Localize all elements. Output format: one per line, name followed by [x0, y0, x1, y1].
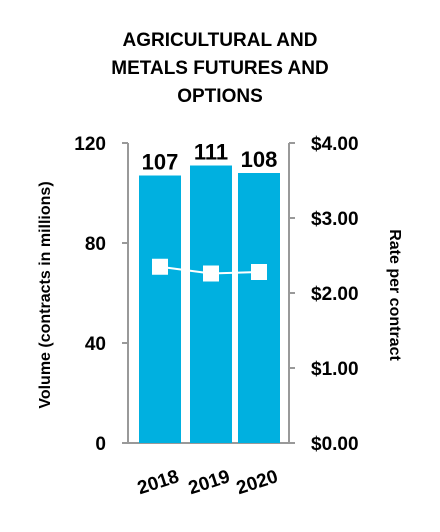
- title-line-2: METALS FUTURES AND: [111, 58, 328, 79]
- rate-marker: [152, 258, 168, 275]
- bar: [238, 173, 280, 443]
- x-tick-label: 2020: [234, 466, 281, 499]
- y2-tick-label: $4.00: [311, 134, 359, 155]
- bar-data-label: 108: [241, 147, 278, 172]
- y-tick-label: 40: [85, 334, 106, 355]
- y2-tick-label: $2.00: [311, 284, 359, 305]
- bar-data-label: 107: [142, 150, 179, 175]
- bar: [139, 175, 181, 443]
- chart-title: AGRICULTURAL AND METALS FUTURES AND OPTI…: [111, 30, 328, 107]
- y2-axis-label: Rate per contract: [386, 229, 403, 361]
- y2-tick-label: $0.00: [311, 434, 359, 455]
- bar-data-label: 111: [194, 140, 228, 165]
- y-axis-label: Volume (contracts in millions): [37, 181, 54, 408]
- y2-tick-label: $3.00: [311, 209, 359, 230]
- x-tick-label: 2019: [186, 466, 233, 499]
- bar: [190, 165, 232, 443]
- title-line-3: OPTIONS: [177, 86, 263, 107]
- y-tick-label: 0: [95, 434, 106, 455]
- rate-marker: [203, 265, 219, 282]
- y-tick-label: 120: [74, 134, 106, 155]
- y2-tick-label: $1.00: [311, 359, 359, 380]
- x-tick-label: 2018: [135, 466, 182, 499]
- title-line-1: AGRICULTURAL AND: [123, 30, 318, 51]
- y-tick-label: 80: [85, 234, 106, 255]
- plot-area: 0 40 80 120 $0.00 $1.00 $2.00 $3.00 $4.00 107 111 1…: [74, 134, 358, 499]
- rate-marker: [251, 264, 267, 280]
